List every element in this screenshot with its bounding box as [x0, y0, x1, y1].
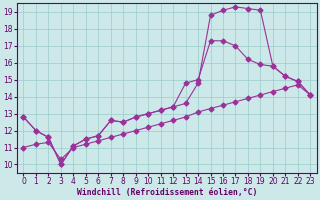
X-axis label: Windchill (Refroidissement éolien,°C): Windchill (Refroidissement éolien,°C)	[77, 188, 257, 197]
